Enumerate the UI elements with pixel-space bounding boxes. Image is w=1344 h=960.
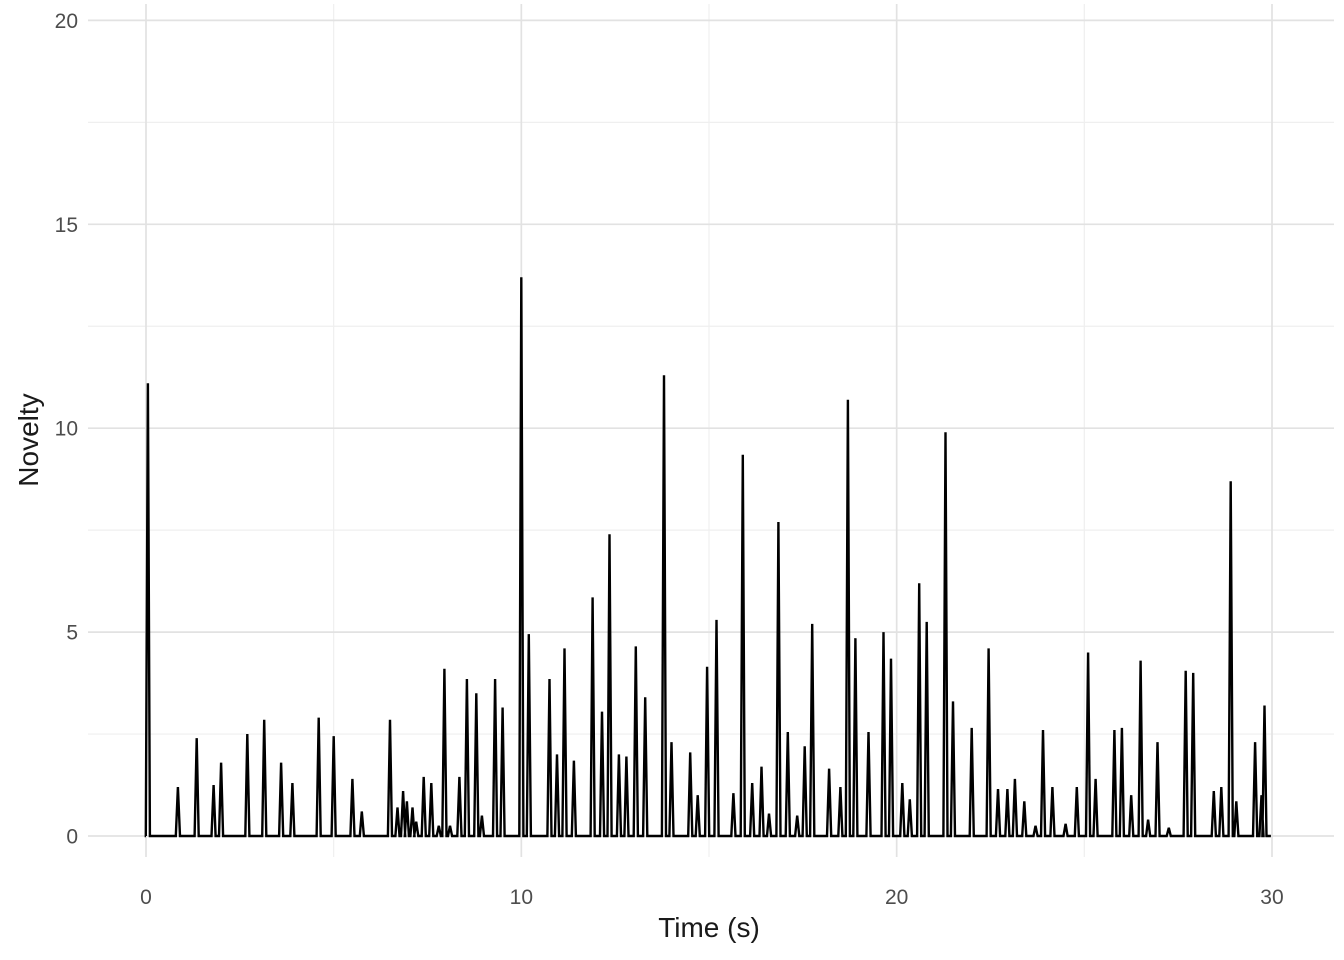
y-tick-label: 20: [55, 10, 78, 33]
x-tick-label: 10: [510, 886, 533, 909]
x-axis-title: Time (s): [658, 912, 760, 943]
axis-tick-labels: 0 10 20 30 0 5 10 15 20: [55, 10, 1284, 909]
y-tick-label: 10: [55, 418, 78, 441]
y-tick-label: 5: [66, 622, 78, 645]
x-tick-label: 0: [140, 886, 152, 909]
y-tick-label: 0: [66, 826, 78, 849]
gridlines-minor: [88, 4, 1334, 857]
x-tick-label: 30: [1260, 886, 1283, 909]
y-tick-label: 15: [55, 214, 78, 237]
x-tick-label: 20: [885, 886, 908, 909]
gridlines-major: [88, 4, 1334, 857]
novelty-line-series: [144, 277, 1271, 838]
novelty-line: [144, 277, 1271, 838]
y-axis-title: Novelty: [13, 393, 44, 486]
